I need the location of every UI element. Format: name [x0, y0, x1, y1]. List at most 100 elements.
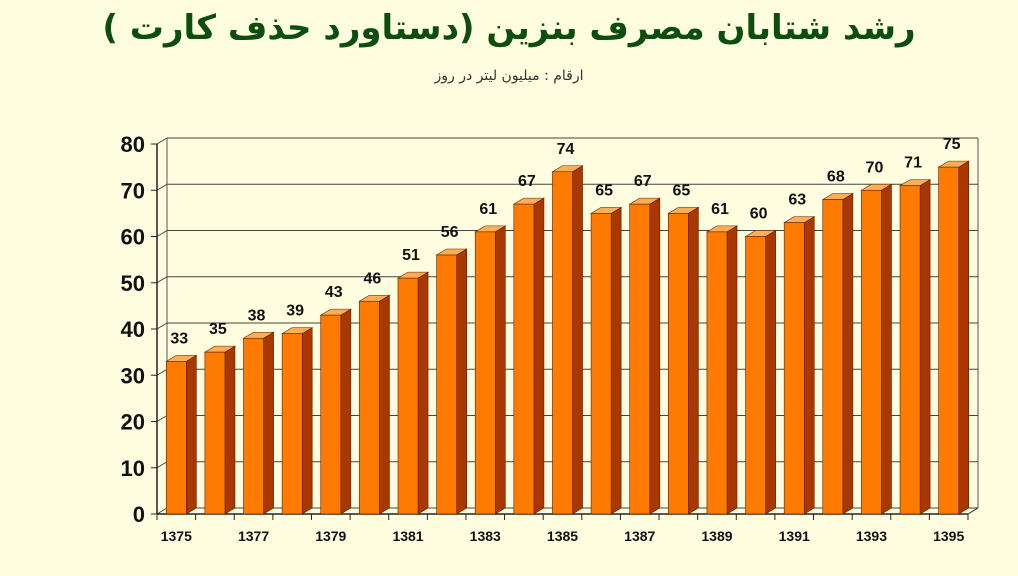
- bar-side: [186, 354, 197, 515]
- bar-side: [456, 248, 467, 515]
- bar: [242, 331, 275, 515]
- y-tick-label: 20: [121, 410, 145, 435]
- x-tick-label: 1393: [856, 528, 887, 544]
- data-label: 67: [518, 173, 536, 190]
- chart-subtitle: ارقام : میلیون لیتر در روز: [434, 68, 584, 84]
- bar-side: [572, 165, 583, 515]
- data-label: 33: [170, 330, 188, 347]
- bar-side: [649, 197, 661, 515]
- gridline-diagonal: [156, 368, 168, 376]
- bar: [821, 192, 854, 515]
- data-label: 74: [557, 141, 575, 158]
- bar: [281, 327, 314, 515]
- bar-side: [881, 183, 892, 515]
- x-axis-depth: [967, 507, 979, 515]
- x-tick-label: 1391: [779, 528, 810, 544]
- bar-front: [436, 254, 457, 515]
- data-label: 35: [209, 321, 227, 338]
- bar: [898, 179, 932, 515]
- bar-side: [610, 206, 622, 515]
- bar-front: [513, 203, 535, 515]
- bar: [628, 197, 661, 515]
- bar-front: [165, 361, 187, 515]
- y-tick-label: 0: [133, 502, 145, 527]
- data-label: 51: [402, 247, 420, 264]
- bar-side: [495, 225, 506, 515]
- bar-front: [629, 203, 651, 515]
- bar-side: [224, 345, 236, 515]
- bar-side: [765, 229, 776, 515]
- bar-side: [803, 216, 815, 515]
- data-label: 60: [750, 206, 768, 223]
- bar-side: [340, 308, 352, 515]
- bar-side: [958, 160, 970, 515]
- bar: [435, 248, 468, 515]
- data-label: 61: [711, 201, 729, 218]
- x-tick-label: 1383: [470, 528, 501, 544]
- x-tick-label: 1379: [315, 528, 346, 544]
- chart-title: رشد شتابان مصرف بنزین (دستاورد حذف کارت …: [102, 8, 916, 48]
- bar-front: [359, 300, 380, 515]
- bar-front: [397, 277, 419, 515]
- y-tick-label: 50: [121, 271, 145, 296]
- data-label: 56: [441, 224, 459, 241]
- gridline-diagonal: [156, 507, 168, 515]
- bar: [667, 206, 700, 515]
- bar-front: [861, 189, 882, 515]
- bar: [589, 206, 623, 515]
- data-label: 63: [788, 192, 806, 209]
- data-label: 38: [248, 307, 266, 324]
- bar-front: [783, 222, 805, 515]
- bar-front: [320, 314, 342, 515]
- x-tick-label: 1387: [624, 528, 655, 544]
- y-tick-label: 40: [121, 317, 145, 342]
- x-tick-label: 1385: [547, 528, 578, 544]
- bar-side: [919, 179, 931, 515]
- y-tick-label: 10: [121, 456, 145, 481]
- bar-side: [533, 197, 545, 515]
- bar-front: [204, 351, 226, 515]
- x-tick-label: 1377: [238, 528, 269, 544]
- bar: [860, 183, 893, 515]
- bar-front: [590, 213, 612, 515]
- bar-side: [379, 294, 390, 515]
- data-label: 46: [364, 270, 382, 287]
- data-labels: 33 35 38 39 43 46 51 56 61 67 74 65 67 65 61 60 63 68 70 71…: [170, 136, 960, 347]
- gridline-diagonal: [156, 276, 168, 284]
- data-label: 70: [866, 159, 884, 176]
- bar-front: [243, 337, 264, 515]
- gridline-diagonal: [156, 137, 168, 145]
- data-label: 68: [827, 169, 845, 186]
- bar: [203, 345, 237, 515]
- gridline-diagonal: [156, 415, 168, 422]
- y-tick-label: 80: [121, 132, 145, 157]
- bars: [165, 160, 970, 515]
- bar-side: [263, 331, 274, 515]
- bar-front: [745, 236, 766, 515]
- bar: [937, 160, 970, 515]
- data-label: 71: [904, 155, 922, 172]
- data-label: 61: [479, 201, 497, 218]
- bar: [744, 229, 777, 515]
- bar: [512, 197, 546, 515]
- data-label: 75: [943, 136, 961, 153]
- y-tick-label: 70: [121, 178, 145, 203]
- bar: [396, 271, 430, 515]
- data-label: 43: [325, 284, 343, 301]
- bar-side: [842, 192, 854, 515]
- gridline-diagonal: [156, 461, 168, 469]
- data-label: 39: [286, 303, 304, 320]
- data-label: 67: [634, 173, 652, 190]
- bar-front: [899, 185, 921, 515]
- bar: [319, 308, 352, 515]
- bar: [705, 225, 739, 515]
- bar-front: [668, 213, 689, 515]
- bar-front: [281, 333, 303, 515]
- gridline-diagonal: [156, 322, 168, 330]
- bar-front: [706, 231, 728, 515]
- bar-front: [938, 166, 960, 515]
- bar-front: [822, 199, 844, 515]
- bar-side: [726, 225, 738, 515]
- bar: [474, 225, 507, 515]
